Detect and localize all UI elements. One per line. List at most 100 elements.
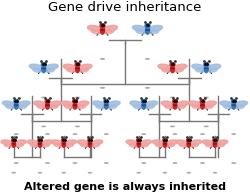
- Ellipse shape: [48, 101, 61, 107]
- Ellipse shape: [187, 141, 190, 147]
- Ellipse shape: [46, 102, 49, 109]
- Circle shape: [232, 99, 236, 103]
- Ellipse shape: [88, 25, 102, 31]
- Ellipse shape: [30, 144, 38, 147]
- Ellipse shape: [204, 97, 208, 98]
- Ellipse shape: [42, 65, 45, 73]
- Ellipse shape: [192, 64, 205, 70]
- Ellipse shape: [207, 64, 221, 70]
- Ellipse shape: [104, 102, 108, 109]
- Text: Altered gene is always inherited: Altered gene is always inherited: [24, 182, 226, 192]
- Ellipse shape: [65, 140, 76, 145]
- Ellipse shape: [42, 68, 45, 69]
- Ellipse shape: [126, 140, 138, 145]
- Ellipse shape: [132, 25, 146, 31]
- Ellipse shape: [49, 105, 58, 109]
- Ellipse shape: [45, 68, 55, 72]
- Ellipse shape: [235, 105, 244, 109]
- Ellipse shape: [171, 97, 174, 98]
- Ellipse shape: [64, 105, 74, 109]
- Ellipse shape: [137, 141, 140, 147]
- Ellipse shape: [146, 27, 150, 34]
- Ellipse shape: [63, 64, 76, 70]
- Ellipse shape: [91, 140, 103, 145]
- Ellipse shape: [192, 105, 201, 109]
- Ellipse shape: [54, 144, 62, 147]
- Ellipse shape: [163, 141, 167, 147]
- Ellipse shape: [174, 64, 187, 70]
- Ellipse shape: [88, 141, 92, 147]
- Ellipse shape: [17, 101, 30, 107]
- Ellipse shape: [62, 141, 66, 147]
- Circle shape: [75, 63, 80, 66]
- Ellipse shape: [100, 27, 104, 34]
- Ellipse shape: [42, 97, 45, 98]
- Ellipse shape: [92, 144, 100, 147]
- Ellipse shape: [61, 101, 74, 107]
- Ellipse shape: [107, 101, 120, 107]
- Ellipse shape: [213, 141, 217, 147]
- Ellipse shape: [76, 68, 79, 69]
- Ellipse shape: [15, 144, 23, 147]
- Ellipse shape: [145, 101, 158, 107]
- Ellipse shape: [145, 105, 154, 109]
- Ellipse shape: [96, 105, 105, 109]
- Ellipse shape: [152, 140, 164, 145]
- Ellipse shape: [104, 30, 114, 34]
- Ellipse shape: [27, 140, 39, 145]
- Circle shape: [104, 99, 108, 103]
- Circle shape: [38, 139, 42, 142]
- Ellipse shape: [91, 30, 101, 34]
- Circle shape: [170, 63, 175, 66]
- Ellipse shape: [15, 140, 26, 145]
- Ellipse shape: [166, 140, 178, 145]
- Ellipse shape: [235, 101, 248, 107]
- Ellipse shape: [29, 64, 43, 70]
- Ellipse shape: [195, 68, 205, 72]
- Ellipse shape: [73, 102, 77, 109]
- Circle shape: [186, 139, 191, 142]
- Ellipse shape: [79, 68, 88, 72]
- Ellipse shape: [190, 144, 198, 147]
- Ellipse shape: [4, 144, 12, 147]
- Ellipse shape: [92, 101, 105, 107]
- Ellipse shape: [78, 64, 92, 70]
- Ellipse shape: [171, 126, 174, 127]
- Ellipse shape: [206, 144, 214, 147]
- Ellipse shape: [76, 97, 79, 98]
- Circle shape: [62, 139, 66, 142]
- Ellipse shape: [34, 101, 46, 107]
- Ellipse shape: [202, 140, 214, 145]
- Ellipse shape: [171, 68, 174, 69]
- Text: Gene drive inheritance: Gene drive inheritance: [48, 1, 202, 14]
- Ellipse shape: [148, 25, 162, 31]
- Circle shape: [45, 99, 50, 103]
- Ellipse shape: [170, 65, 174, 73]
- Ellipse shape: [51, 140, 63, 145]
- Ellipse shape: [76, 126, 79, 127]
- Ellipse shape: [176, 105, 186, 109]
- Ellipse shape: [140, 144, 148, 147]
- Circle shape: [163, 139, 167, 142]
- Ellipse shape: [45, 64, 58, 70]
- Ellipse shape: [77, 140, 89, 145]
- Ellipse shape: [166, 144, 174, 147]
- Ellipse shape: [133, 105, 142, 109]
- Ellipse shape: [208, 68, 217, 72]
- Ellipse shape: [189, 101, 202, 107]
- Ellipse shape: [130, 101, 143, 107]
- Ellipse shape: [220, 101, 233, 107]
- Ellipse shape: [129, 144, 137, 147]
- Ellipse shape: [204, 68, 208, 69]
- Ellipse shape: [80, 144, 88, 147]
- Ellipse shape: [204, 65, 208, 73]
- Ellipse shape: [190, 140, 202, 145]
- Circle shape: [12, 139, 16, 142]
- Circle shape: [173, 99, 177, 103]
- Ellipse shape: [38, 141, 42, 147]
- Ellipse shape: [42, 144, 50, 147]
- Ellipse shape: [204, 105, 213, 109]
- Ellipse shape: [18, 105, 27, 109]
- Ellipse shape: [149, 30, 159, 34]
- Ellipse shape: [136, 30, 146, 34]
